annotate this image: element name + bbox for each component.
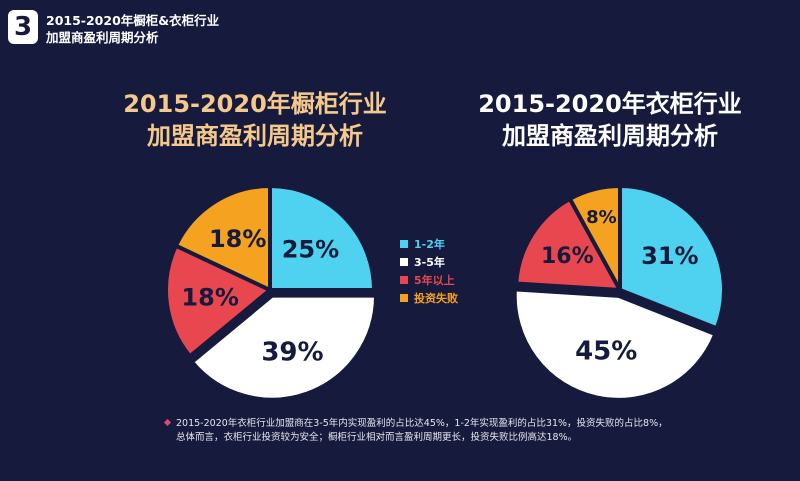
footnote-line-1: 2015-2020年衣柜行业加盟商在3-5年内实现盈利的占比达45%，1-2年实… <box>176 418 668 429</box>
footnote-bullet-icon <box>163 418 172 427</box>
legend-label: 投资失败 <box>414 292 458 305</box>
wardrobe-pie-chart: 31% 45% 16% 8% <box>512 183 726 402</box>
pie-slice-3-5-years <box>189 293 379 402</box>
footnote-line-2: 总体而言，衣柜行业投资较为安全；橱柜行业相对而言盈利周期更长，投资失败比例高达1… <box>176 432 578 443</box>
legend-swatch <box>400 240 408 248</box>
pie-slice-over-5-years <box>164 243 274 360</box>
pie-value-label: 45% <box>575 337 637 367</box>
pie-value-label: 31% <box>641 242 698 270</box>
header-line-2: 加盟商盈利周期分析 <box>46 30 159 45</box>
section-number-badge: 3 <box>8 10 38 44</box>
pie-slice-1-2-years <box>268 183 377 292</box>
legend-swatch <box>400 258 408 266</box>
cabinet-pie-chart: 25% 39% 18% 18% <box>164 183 379 402</box>
right-chart-title: 2015-2020年衣柜行业 加盟商盈利周期分析 <box>450 88 770 152</box>
left-chart-title-line-1: 2015-2020年橱柜行业 <box>123 90 387 118</box>
legend-label: 5年以上 <box>414 274 455 287</box>
chart-legend: 1-2年 3-5年 5年以上 投资失败 <box>400 235 458 307</box>
left-chart-title: 2015-2020年橱柜行业 加盟商盈利周期分析 <box>95 88 415 152</box>
legend-item: 投资失败 <box>400 289 458 307</box>
pie-slice-over-5-years <box>514 196 624 293</box>
page-header: 2015-2020年橱柜&衣柜行业 加盟商盈利周期分析 <box>46 12 219 46</box>
legend-item: 5年以上 <box>400 271 458 289</box>
pie-slice-investment-failure <box>173 183 272 294</box>
legend-label: 3-5年 <box>414 256 445 269</box>
pie-slice-investment-failure <box>567 183 622 291</box>
header-line-1: 2015-2020年橱柜&衣柜行业 <box>46 13 220 28</box>
pie-value-label: 18% <box>181 284 238 312</box>
footnote: 2015-2020年衣柜行业加盟商在3-5年内实现盈利的占比达45%，1-2年实… <box>176 417 736 445</box>
right-chart-title-line-2: 加盟商盈利周期分析 <box>502 122 718 150</box>
pie-value-label: 8% <box>586 207 617 228</box>
pie-value-label: 25% <box>282 236 339 264</box>
legend-item: 3-5年 <box>400 253 458 271</box>
legend-swatch <box>400 276 408 284</box>
right-chart-title-line-1: 2015-2020年衣柜行业 <box>478 90 742 118</box>
legend-item: 1-2年 <box>400 235 458 253</box>
pie-value-label: 16% <box>541 244 594 269</box>
legend-swatch <box>400 294 408 302</box>
left-chart-title-line-2: 加盟商盈利周期分析 <box>147 122 363 150</box>
pie-slice-3-5-years <box>512 287 718 402</box>
legend-label: 1-2年 <box>414 238 445 251</box>
pie-value-label: 39% <box>261 337 323 367</box>
pie-slice-1-2-years <box>618 183 726 331</box>
pie-value-label: 18% <box>209 225 266 253</box>
